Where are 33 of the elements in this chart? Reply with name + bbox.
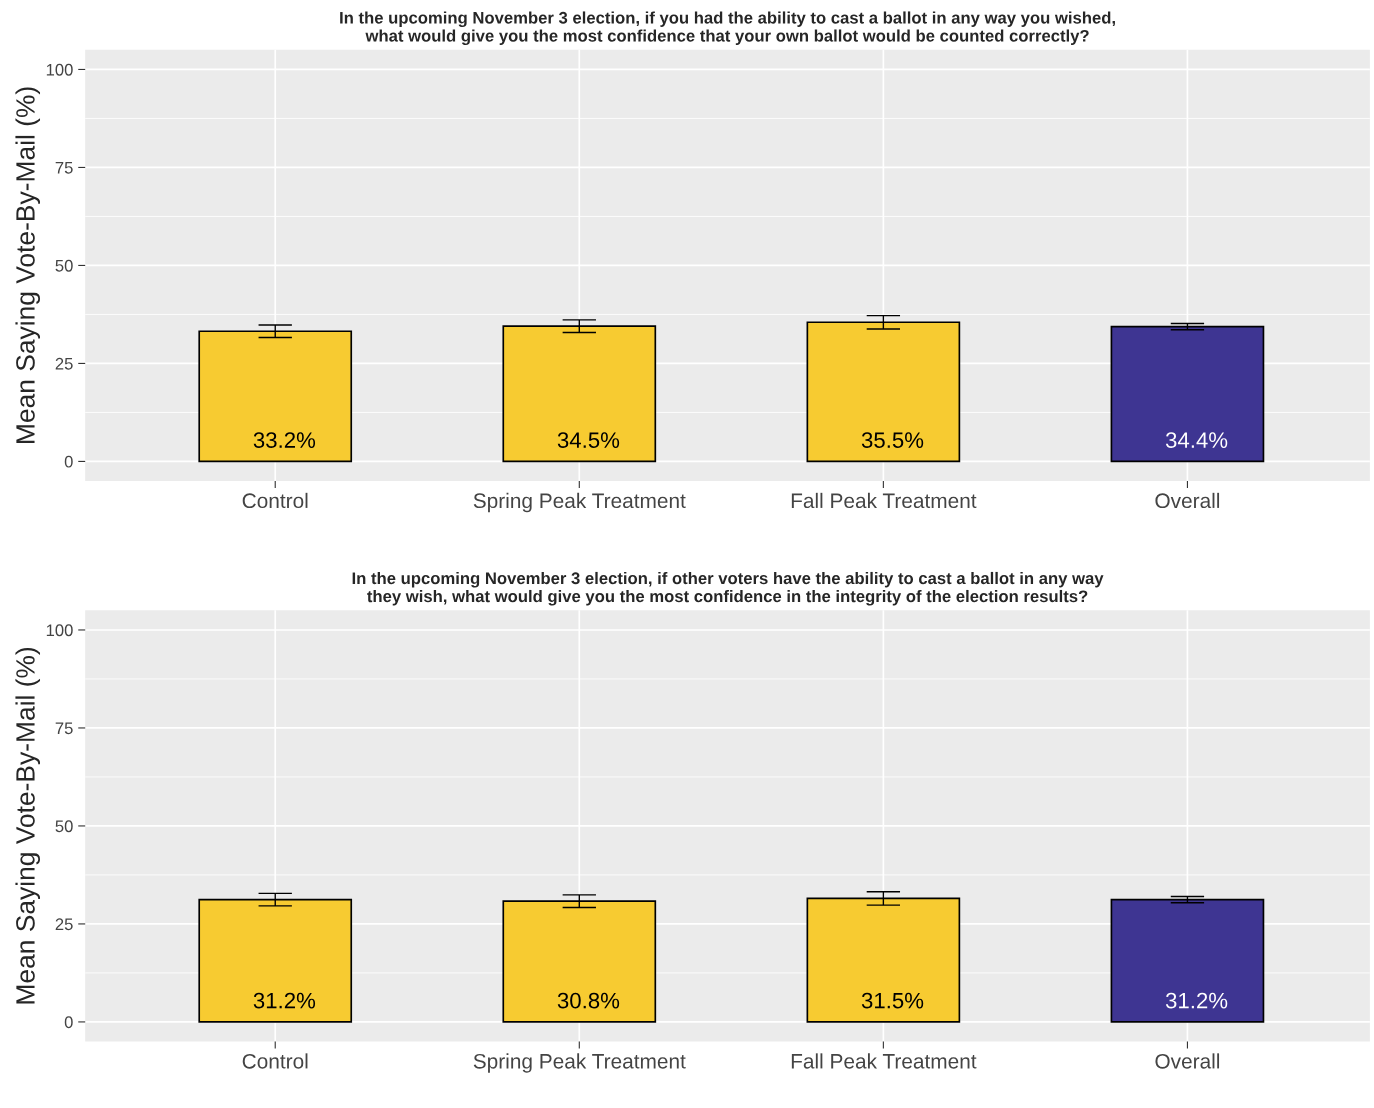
x-tick-label: Control [242, 1053, 308, 1069]
y-tick-label: 100 [46, 63, 73, 76]
chart-title: In the upcoming November 3 election, if other voters have the ability to cast a ballot in any way they wish, what would give you the most confidence in the integrity of the election results? [352, 571, 1104, 606]
bar [1110, 325, 1265, 463]
data-label: 33.2% [253, 432, 316, 448]
bar [198, 330, 353, 463]
y-tick-label: 50 [55, 259, 73, 272]
data-label: 31.2% [253, 992, 316, 1009]
y-tick-label: 75 [55, 162, 73, 174]
x-tick-label: Spring Peak Treatment [473, 1053, 686, 1073]
x-tick-label: Overall [1155, 1053, 1220, 1069]
data-label: 34.5% [557, 432, 620, 448]
x-tick-label: Fall Peak Treatment [791, 1053, 977, 1069]
y-tick-label: 100 [46, 624, 73, 637]
x-tick-label: Fall Peak Treatment [791, 492, 977, 509]
bar [502, 325, 657, 463]
y-tick-label: 0 [64, 455, 73, 468]
chart-title: In the upcoming November 3 election, if you had the ability to cast a ballot in any way you wished, what would give you the most confidence that your own ballot would be counted correctly? [340, 11, 1115, 46]
x-tick-label: Spring Peak Treatment [473, 492, 686, 513]
y-tick-label: 25 [55, 918, 73, 931]
y-tick-label: 50 [55, 820, 73, 833]
y-axis-title: Mean Saying Vote-By-Mail (%) [15, 647, 41, 1004]
y-tick-label: 25 [55, 357, 73, 370]
data-label: 34.4% [1165, 432, 1228, 448]
y-tick-label: 0 [64, 1016, 73, 1029]
x-tick-label: Control [242, 492, 308, 509]
data-label: 35.5% [861, 432, 924, 448]
data-label: 30.8% [557, 992, 620, 1009]
x-tick-label: Overall [1155, 492, 1220, 509]
y-axis-title: Mean Saying Vote-By-Mail (%) [15, 87, 41, 443]
data-label: 31.2% [1165, 992, 1228, 1009]
y-tick-label: 75 [55, 722, 73, 735]
data-label: 31.5% [861, 992, 924, 1009]
